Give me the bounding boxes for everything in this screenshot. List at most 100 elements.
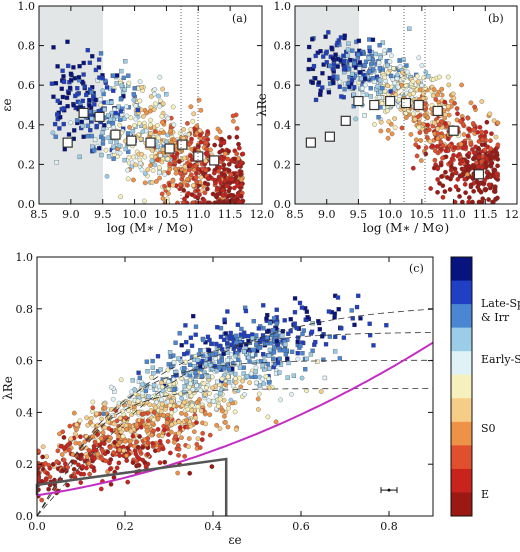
scatter-point xyxy=(435,131,441,136)
scatter-point xyxy=(137,79,143,84)
scatter-point xyxy=(251,347,257,353)
scatter-point xyxy=(111,149,117,154)
scatter-point xyxy=(414,153,420,159)
scatter-point xyxy=(201,381,207,386)
scatter-point xyxy=(440,194,446,200)
scatter-point xyxy=(439,134,444,140)
scatter-point xyxy=(207,412,213,418)
scatter-point xyxy=(200,358,205,364)
scatter-point xyxy=(477,124,483,130)
scatter-point xyxy=(303,367,308,372)
scatter-point xyxy=(489,131,494,137)
scatter-point xyxy=(280,333,285,338)
scatter-point xyxy=(253,374,258,380)
scatter-point xyxy=(218,326,224,331)
scatter-point xyxy=(495,142,501,148)
scatter-point xyxy=(471,127,476,133)
scatter-point xyxy=(75,469,81,475)
scatter-point xyxy=(78,480,84,485)
scatter-point xyxy=(102,401,108,407)
scatter-point xyxy=(191,313,196,319)
scatter-point xyxy=(262,359,268,364)
scatter-point xyxy=(363,59,369,64)
scatter-point xyxy=(455,187,461,193)
scatter-point xyxy=(196,97,202,103)
scatter-point xyxy=(72,128,77,133)
scatter-point xyxy=(194,441,200,447)
scatter-point xyxy=(421,91,426,97)
median-square xyxy=(473,169,485,180)
scatter-point xyxy=(486,197,491,202)
scatter-point xyxy=(221,140,227,146)
scatter-point xyxy=(98,97,103,102)
scatter-point xyxy=(369,62,374,67)
scatter-point xyxy=(236,357,241,362)
scatter-point xyxy=(471,150,477,156)
scatter-point xyxy=(43,460,48,466)
scatter-point xyxy=(488,146,494,152)
scatter-point xyxy=(215,325,220,330)
scatter-point xyxy=(84,92,89,98)
scatter-point xyxy=(177,331,182,336)
scatter-point xyxy=(342,87,347,92)
colorbar-cell xyxy=(451,421,472,446)
scatter-point xyxy=(137,160,143,166)
scatter-point xyxy=(205,334,211,340)
scatter-point xyxy=(90,399,96,405)
scatter-point xyxy=(199,437,205,442)
scatter-point xyxy=(71,467,77,472)
x-tick-label: 12.0 xyxy=(505,208,520,221)
scatter-point xyxy=(90,144,95,149)
dashed-curve xyxy=(37,308,433,516)
scatter-point xyxy=(240,378,245,384)
scatter-point xyxy=(118,117,123,122)
scatter-point xyxy=(160,196,166,201)
scatter-point xyxy=(423,69,429,75)
scatter-point xyxy=(333,334,338,340)
scatter-point xyxy=(310,320,315,326)
scatter-point xyxy=(92,102,97,107)
scatter-point xyxy=(295,350,300,356)
scatter-point xyxy=(57,431,62,437)
scatter-point xyxy=(310,80,315,85)
scatter-point xyxy=(150,441,156,446)
scatter-point xyxy=(241,349,247,354)
scatter-point xyxy=(439,174,444,179)
scatter-point xyxy=(185,351,190,356)
median-square xyxy=(400,97,412,109)
scatter-point xyxy=(321,357,326,362)
scatter-point xyxy=(81,134,86,139)
x-tick-label: 9.5 xyxy=(350,208,368,221)
scatter-point xyxy=(157,74,163,80)
scatter-point xyxy=(173,434,178,440)
scatter-point xyxy=(267,380,272,385)
scatter-point xyxy=(118,377,124,383)
scatter-point xyxy=(157,438,163,444)
scatter-point xyxy=(117,122,123,128)
scatter-point xyxy=(221,162,227,168)
scatter-point xyxy=(193,415,198,421)
scatter-point xyxy=(88,127,93,133)
scatter-point xyxy=(435,92,440,98)
scatter-point xyxy=(221,366,227,371)
scatter-point xyxy=(261,381,267,386)
scatter-point xyxy=(309,329,315,334)
scatter-point xyxy=(316,319,321,324)
scatter-point xyxy=(169,399,175,404)
scatter-point xyxy=(151,91,157,97)
scatter-point xyxy=(142,124,148,130)
scatter-point xyxy=(140,445,146,450)
scatter-point xyxy=(198,174,204,180)
scatter-point xyxy=(313,76,318,81)
scatter-point xyxy=(483,187,488,193)
scatter-point xyxy=(216,177,222,183)
scatter-point xyxy=(76,75,82,80)
scatter-point xyxy=(203,361,209,367)
scatter-point xyxy=(300,351,305,356)
scatter-point xyxy=(385,135,391,141)
scatter-point xyxy=(228,172,234,177)
scatter-point xyxy=(427,139,433,144)
scatter-point xyxy=(372,122,377,127)
scatter-point xyxy=(130,433,136,439)
scatter-point xyxy=(326,309,332,314)
